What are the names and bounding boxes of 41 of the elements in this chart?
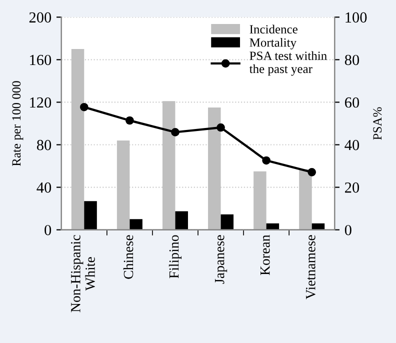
x-tick-label: Vietnamese <box>306 235 316 300</box>
point <box>216 123 225 132</box>
y2-tick-label: 80 <box>344 54 360 66</box>
y2-tick-label: 20 <box>345 182 360 193</box>
y-tick-label: 160 <box>30 54 52 66</box>
bar <box>208 108 221 230</box>
bar <box>175 211 188 230</box>
x-tick-label: Chinese <box>123 235 134 279</box>
bar <box>162 101 176 230</box>
x-tick-label: Filipino <box>168 235 182 278</box>
point <box>308 168 316 176</box>
y-tick-label: 200 <box>29 12 52 23</box>
y2-tick-label: 100 <box>346 12 367 23</box>
y-tick-label: 120 <box>30 97 52 108</box>
bar <box>299 169 312 230</box>
bar <box>220 214 234 230</box>
y2-tick-label: 60 <box>345 97 360 108</box>
legend-label: Mortality <box>250 38 296 50</box>
bar <box>84 201 97 230</box>
point <box>171 128 180 136</box>
y-tick-label: 0 <box>44 224 52 236</box>
x-tick-label: Japanese <box>215 235 228 284</box>
legend-label: PSA test within the past year <box>249 51 327 76</box>
point <box>80 102 88 112</box>
bar <box>266 223 280 230</box>
legend-label: Incidence <box>250 24 298 34</box>
y2-axis-title: PSA% <box>373 107 382 140</box>
y-tick-label: 80 <box>36 140 52 150</box>
y2-tick-label: 0 <box>344 224 352 236</box>
bar <box>71 49 84 230</box>
bar <box>312 223 325 230</box>
point <box>126 116 134 125</box>
y-tick-label: 40 <box>36 182 52 193</box>
y2-tick-label: 40 <box>344 140 360 150</box>
x-tick-label: Non-Hispanic White <box>71 235 95 312</box>
x-tick-label: Korean <box>260 234 270 276</box>
bar <box>254 171 266 230</box>
bar <box>130 219 142 230</box>
point <box>262 156 270 165</box>
bar <box>116 140 130 230</box>
y-axis-title: Rate per 100 000 <box>12 81 24 166</box>
